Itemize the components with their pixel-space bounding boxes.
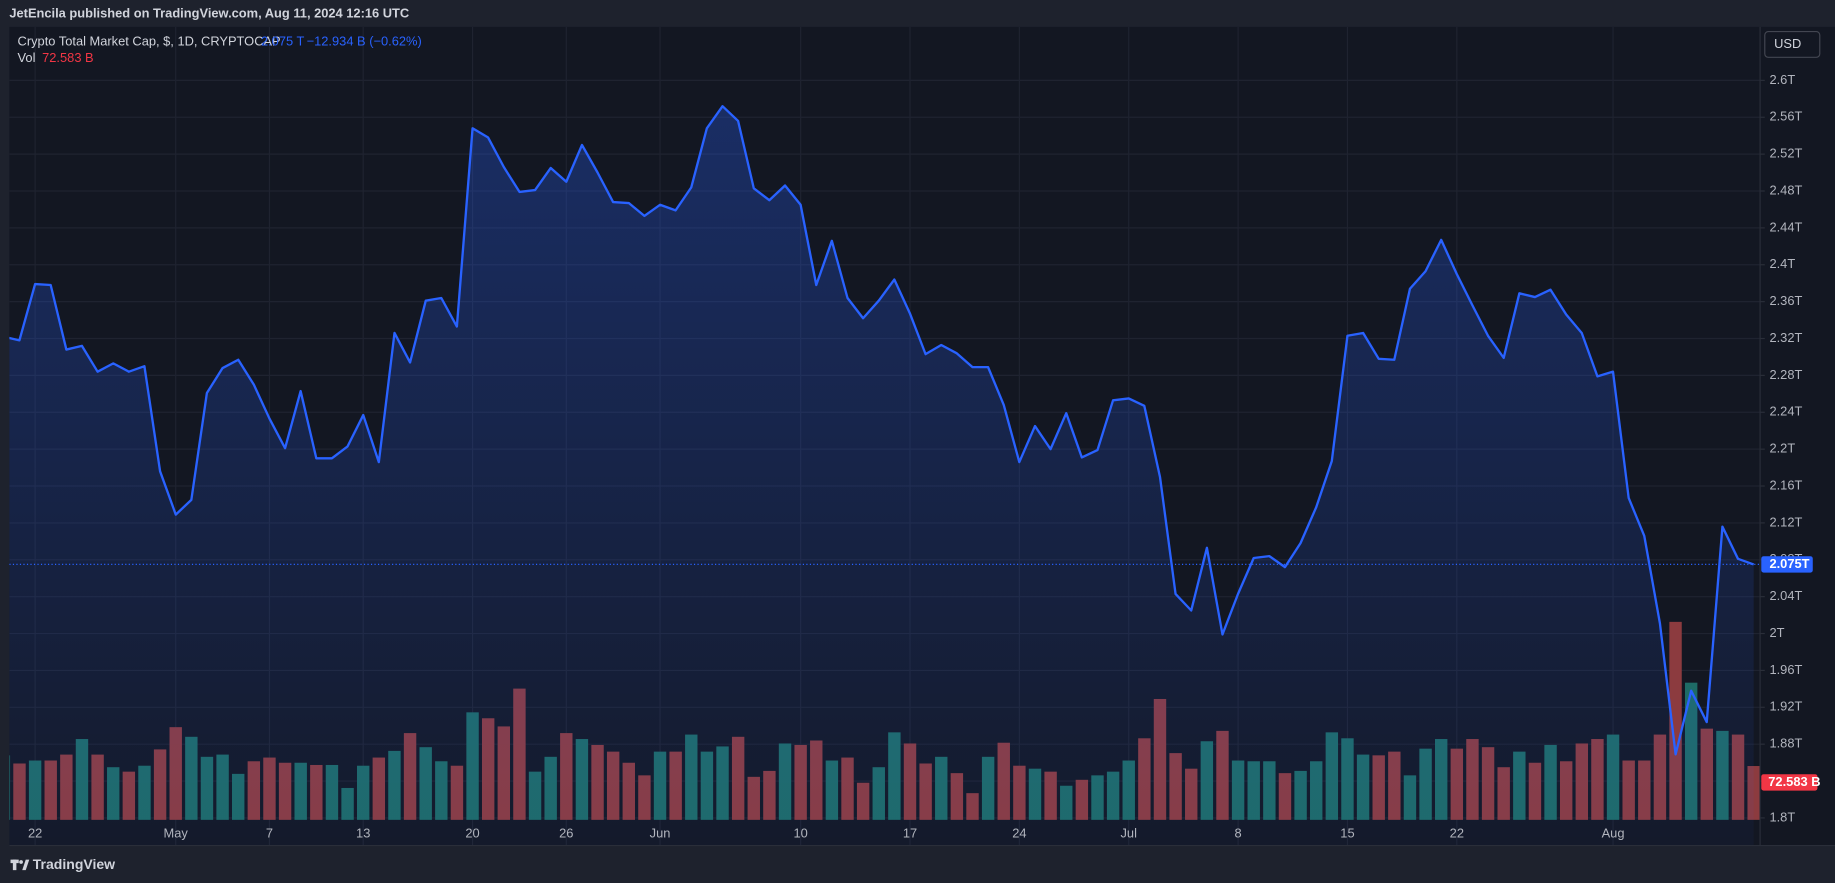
marks: [9, 105, 1761, 846]
x-tick-label: 13: [356, 825, 370, 840]
y-tick-label: 2.24T: [1769, 404, 1802, 419]
x-tick-label: 22: [28, 825, 42, 840]
y-tick-label: 1.92T: [1769, 699, 1802, 714]
last-price-badge: [1761, 556, 1813, 573]
x-tick-label: 17: [903, 825, 917, 840]
x-tick-label: Jun: [650, 825, 671, 840]
y-tick-label: 2T: [1769, 625, 1784, 640]
y-tick-label: 2.32T: [1769, 330, 1802, 345]
x-tick-label: 20: [465, 825, 479, 840]
x-tick-label: May: [164, 825, 189, 840]
price-area: [9, 106, 1754, 846]
y-tick-label: 2.16T: [1769, 477, 1802, 492]
x-tick-label: 8: [1235, 825, 1242, 840]
legend-change: −12.934 B (−0.62%): [307, 33, 422, 48]
axes: 1.8T1.84T1.88T1.92T1.96T2T2.04T2.08T2.12…: [28, 72, 1821, 841]
x-tick-label: 15: [1340, 825, 1354, 840]
brand-logo: [10, 859, 30, 871]
x-tick-label: 10: [793, 825, 807, 840]
y-tick-label: 1.8T: [1769, 809, 1795, 824]
footer-brand: TradingView: [33, 856, 115, 872]
y-tick-label: 1.88T: [1769, 736, 1802, 751]
x-tick-label: 24: [1012, 825, 1026, 840]
legend-vol-name: Vol: [18, 50, 36, 65]
legend-price: 2.075 T: [261, 33, 305, 48]
y-tick-label: 2.6T: [1769, 72, 1795, 87]
legend-title: Crypto Total Market Cap, $, 1D, CRYPTOCA…: [18, 33, 281, 48]
last-volume-badge: [1761, 774, 1818, 791]
price-line: [9, 105, 1755, 756]
y-tick-label: 2.4T: [1769, 256, 1795, 271]
y-tick-label: 2.52T: [1769, 146, 1802, 161]
y-tick-label: 1.96T: [1769, 662, 1802, 677]
header-title: JetEncila published on TradingView.com, …: [9, 5, 409, 20]
currency-button[interactable]: [1764, 30, 1821, 58]
x-tick-label: 22: [1450, 825, 1464, 840]
x-tick-label: Jul: [1121, 825, 1137, 840]
y-tick-label: 2.36T: [1769, 293, 1802, 308]
y-tick-label: 2.48T: [1769, 182, 1802, 197]
x-tick-label: 26: [559, 825, 573, 840]
currency-label[interactable]: USD: [1774, 36, 1801, 51]
y-tick-label: 2.56T: [1769, 109, 1802, 124]
last-price-label: 2.075T: [1769, 556, 1809, 571]
y-tick-label: 2.28T: [1769, 367, 1802, 382]
y-tick-label: 2.04T: [1769, 588, 1802, 603]
legend-vol-value: 72.583 B: [42, 50, 94, 65]
y-tick-label: 2.44T: [1769, 219, 1802, 234]
y-tick-label: 2.12T: [1769, 514, 1802, 529]
x-tick-label: 7: [266, 825, 273, 840]
last-volume-label: 72.583 B: [1768, 774, 1820, 789]
y-tick-label: 2.2T: [1769, 441, 1795, 456]
x-tick-label: Aug: [1602, 825, 1625, 840]
